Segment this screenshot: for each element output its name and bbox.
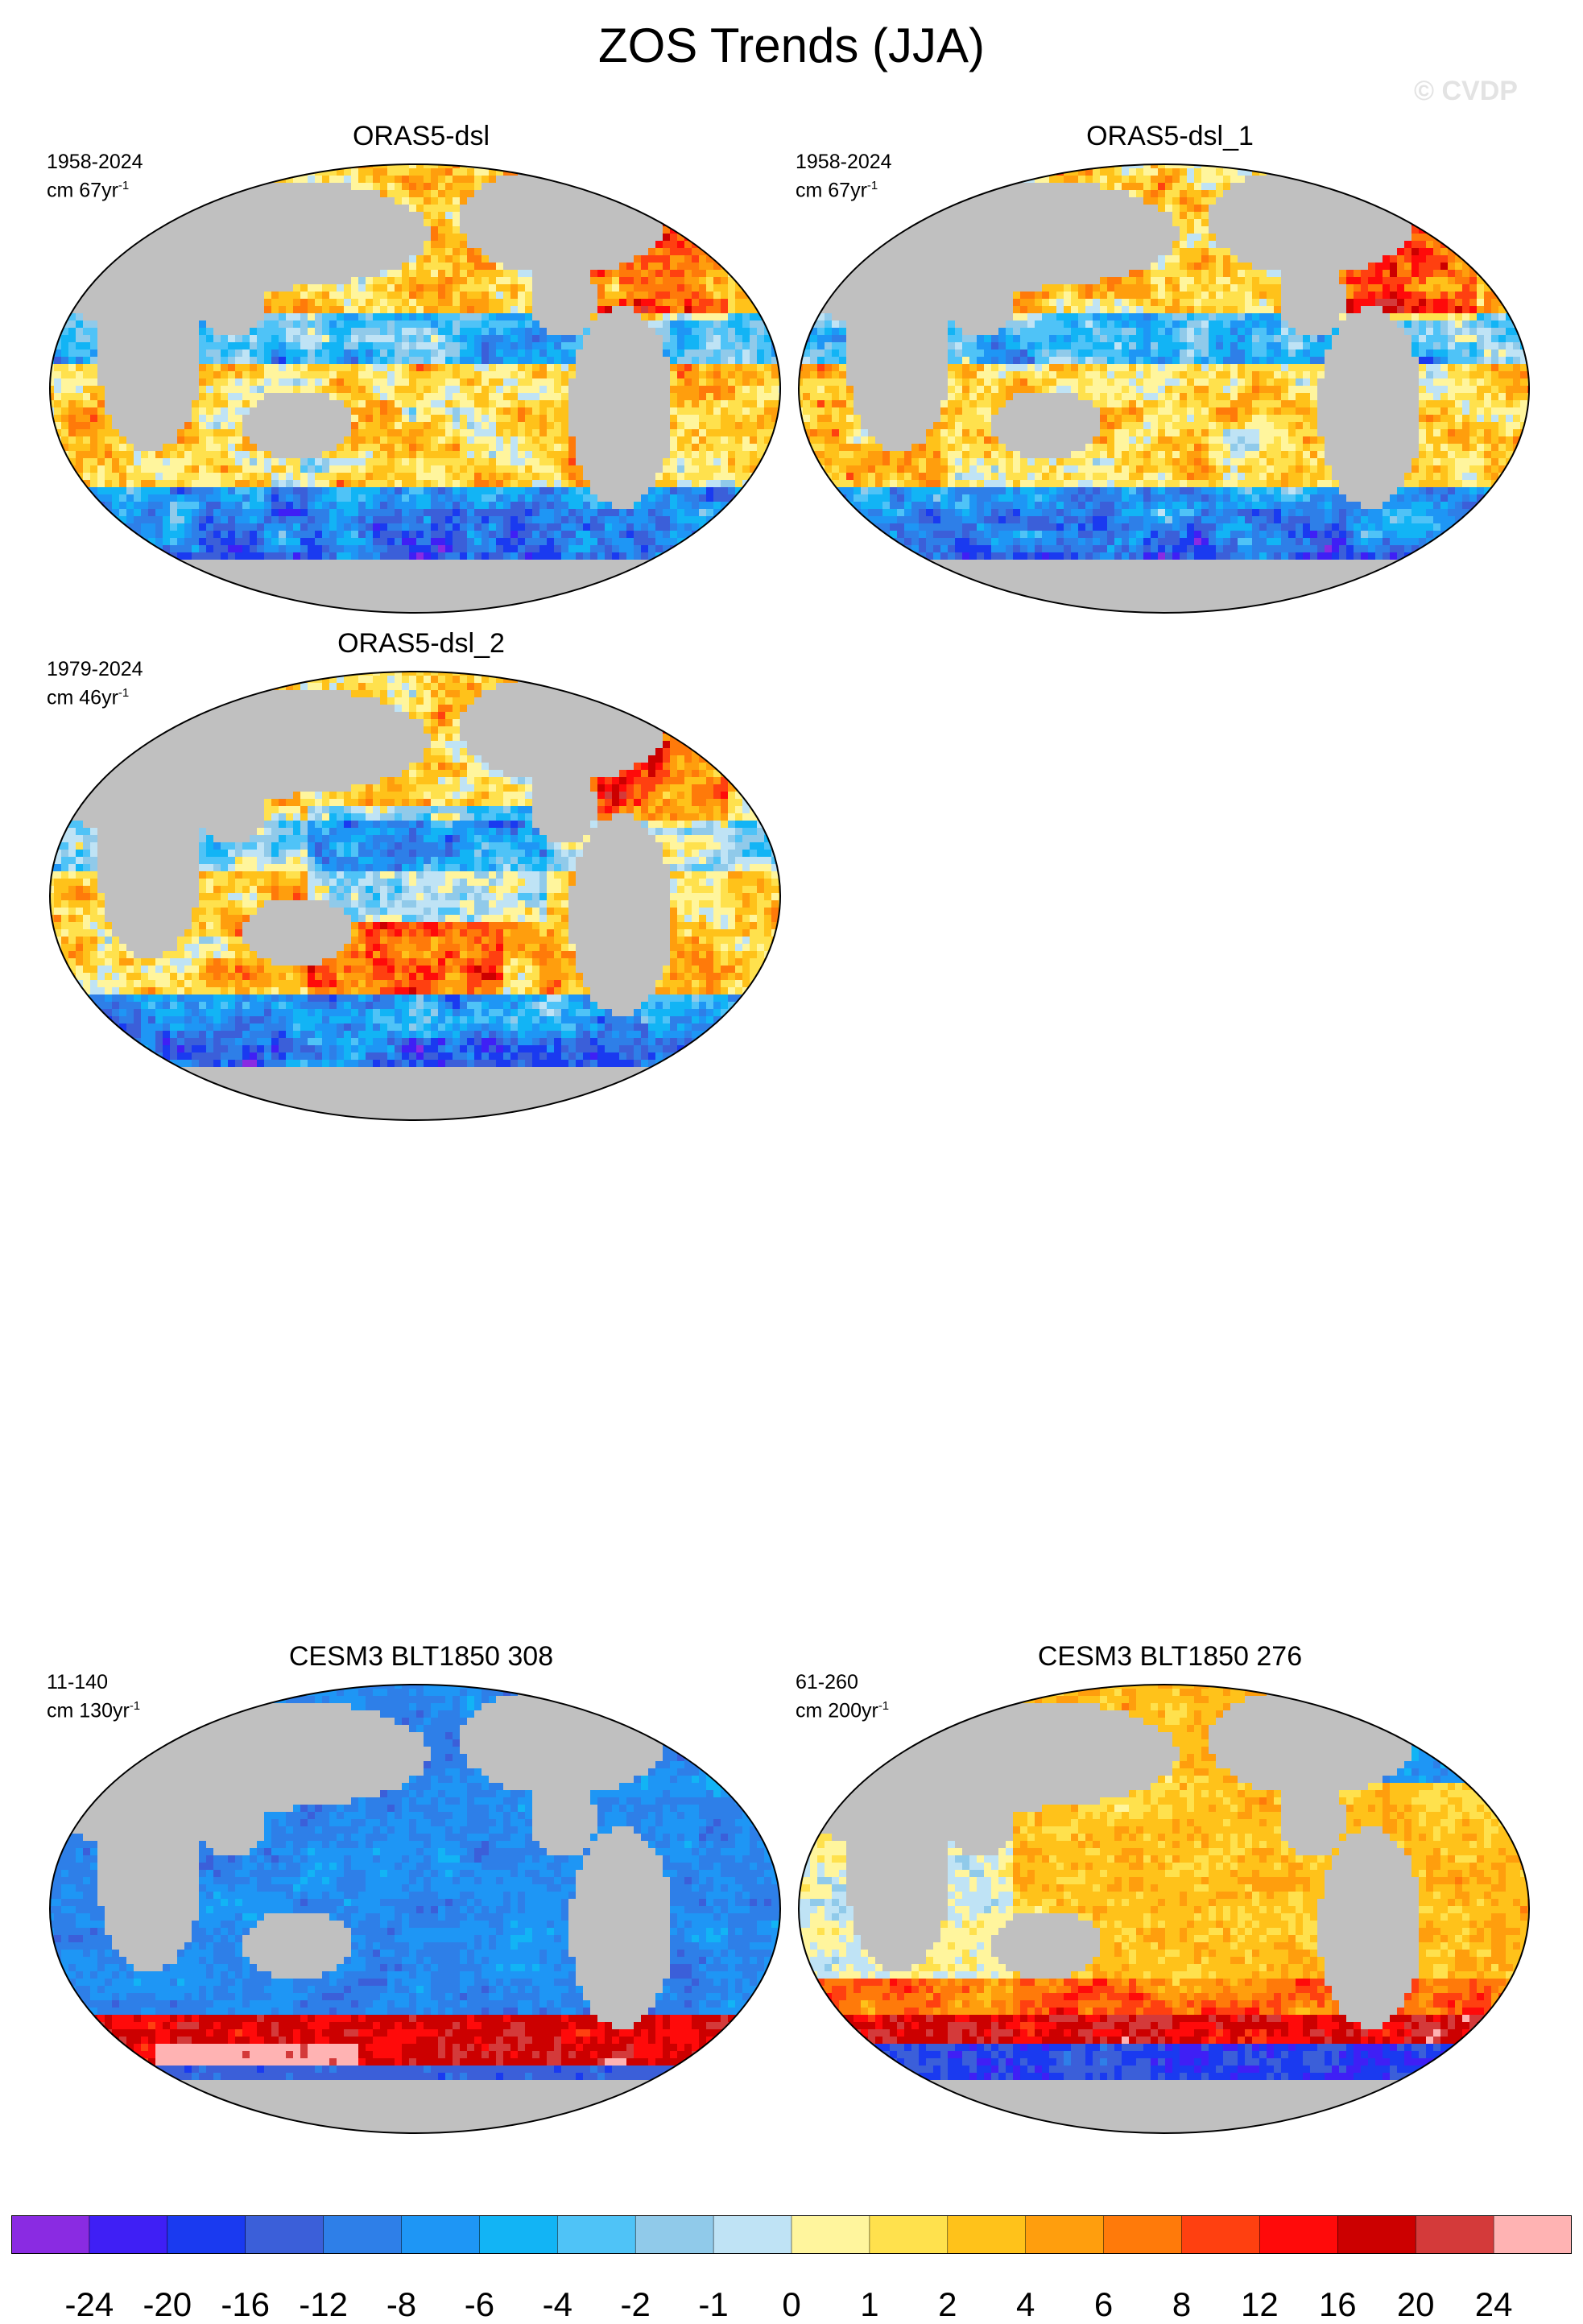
world-map — [47, 1681, 783, 2136]
colorbar-swatch — [1494, 2215, 1572, 2254]
colorbar-tick-label: 12 — [1241, 2285, 1279, 2324]
colorbar-swatch — [792, 2215, 870, 2254]
colorbar-tick-label: 2 — [938, 2285, 957, 2324]
panel-title: ORAS5-dsl_2 — [47, 628, 796, 660]
colorbar-tick-label: 24 — [1475, 2285, 1513, 2324]
colorbar — [11, 2215, 1572, 2254]
colorbar-swatch — [557, 2215, 635, 2254]
panel-title: CESM3 BLT1850 308 — [47, 1641, 796, 1673]
colorbar-tick-label: 4 — [1016, 2285, 1035, 2324]
colorbar-swatch — [870, 2215, 948, 2254]
colorbar-tick-label: -20 — [143, 2285, 192, 2324]
colorbar-tick-label: -16 — [221, 2285, 270, 2324]
panel-title: ORAS5-dsl_1 — [796, 121, 1544, 152]
colorbar-tick-label: 1 — [860, 2285, 878, 2324]
figure-title: ZOS Trends (JJA) — [0, 18, 1583, 73]
colorbar-swatch — [1026, 2215, 1104, 2254]
colorbar-swatch — [948, 2215, 1026, 2254]
colorbar-swatch — [635, 2215, 713, 2254]
colorbar-swatch — [479, 2215, 557, 2254]
colorbar-tick-label: -6 — [465, 2285, 494, 2324]
colorbar-tick-label: -8 — [386, 2285, 416, 2324]
colorbar-tick-label: 16 — [1319, 2285, 1357, 2324]
colorbar-swatch — [324, 2215, 402, 2254]
colorbar-tick-label: 0 — [782, 2285, 800, 2324]
colorbar-swatch — [713, 2215, 792, 2254]
colorbar-tick-label: -12 — [299, 2285, 348, 2324]
colorbar-swatch — [1416, 2215, 1494, 2254]
colorbar-tick-label: -2 — [621, 2285, 651, 2324]
colorbar-swatch — [402, 2215, 480, 2254]
world-map — [796, 1681, 1532, 2136]
colorbar-swatch — [1337, 2215, 1416, 2254]
panel-title: ORAS5-dsl — [47, 121, 796, 152]
cvdp-watermark: © CVDP — [1414, 76, 1518, 107]
world-map — [47, 668, 783, 1123]
colorbar-tick-label: 8 — [1172, 2285, 1191, 2324]
colorbar-swatch — [167, 2215, 246, 2254]
colorbar-swatch — [89, 2215, 167, 2254]
colorbar-swatch — [1104, 2215, 1182, 2254]
colorbar-tick-label: -24 — [65, 2285, 114, 2324]
world-map — [47, 161, 783, 616]
world-map — [796, 161, 1532, 616]
colorbar-tick-label: 20 — [1397, 2285, 1435, 2324]
colorbar-tick-label: -4 — [543, 2285, 572, 2324]
colorbar-swatch — [246, 2215, 324, 2254]
colorbar-swatch — [1182, 2215, 1260, 2254]
colorbar-tick-label: 6 — [1094, 2285, 1113, 2324]
colorbar-swatch — [1259, 2215, 1337, 2254]
colorbar-swatch — [11, 2215, 89, 2254]
panel-title: CESM3 BLT1850 276 — [796, 1641, 1544, 1673]
colorbar-tick-label: -1 — [698, 2285, 728, 2324]
